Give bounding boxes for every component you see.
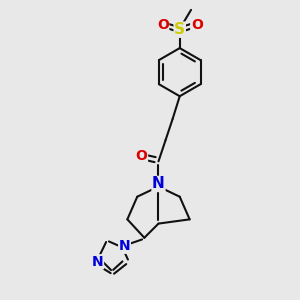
Text: N: N	[152, 176, 165, 191]
Text: O: O	[136, 149, 147, 163]
Text: O: O	[157, 18, 169, 32]
Text: O: O	[191, 18, 203, 32]
Text: N: N	[92, 255, 103, 269]
Text: S: S	[174, 22, 185, 37]
Text: N: N	[119, 239, 130, 253]
